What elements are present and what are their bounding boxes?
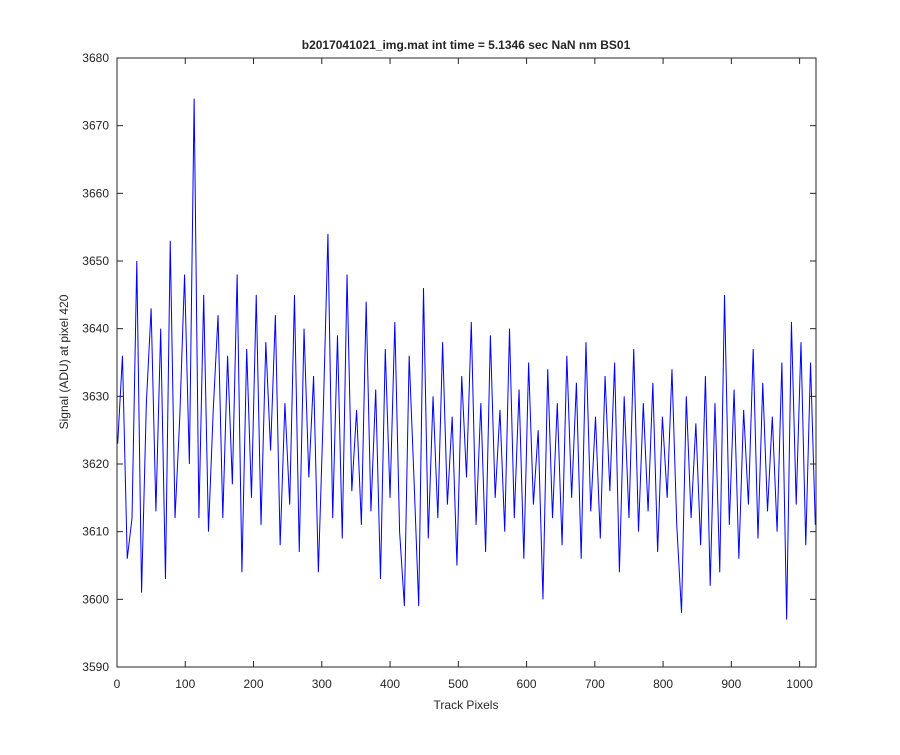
x-tick-label: 100 bbox=[175, 677, 195, 691]
y-tick-label: 3600 bbox=[82, 592, 109, 606]
x-tick-label: 500 bbox=[448, 677, 468, 691]
y-tick-label: 3620 bbox=[82, 457, 109, 471]
chart-title: b2017041021_img.mat int time = 5.1346 se… bbox=[302, 38, 631, 52]
y-tick-label: 3640 bbox=[82, 322, 109, 336]
x-tick-label: 200 bbox=[244, 677, 264, 691]
x-axis-label: Track Pixels bbox=[434, 698, 499, 712]
y-tick-label: 3630 bbox=[82, 389, 109, 403]
x-tick-label: 1000 bbox=[786, 677, 813, 691]
x-tick-label: 700 bbox=[585, 677, 605, 691]
y-tick-label: 3670 bbox=[82, 119, 109, 133]
y-tick-label: 3610 bbox=[82, 525, 109, 539]
y-axis-label: Signal (ADU) at pixel 420 bbox=[57, 294, 71, 429]
y-tick-label: 3650 bbox=[82, 254, 109, 268]
x-tick-label: 300 bbox=[312, 677, 332, 691]
plot-frame bbox=[116, 57, 817, 668]
x-tick-label: 900 bbox=[721, 677, 741, 691]
y-tick-label: 3660 bbox=[82, 186, 109, 200]
x-tick-label: 800 bbox=[653, 677, 673, 691]
data-line bbox=[117, 98, 816, 620]
x-tick-label: 600 bbox=[517, 677, 537, 691]
y-tick-label: 3680 bbox=[82, 51, 109, 65]
y-tick-label: 3590 bbox=[82, 660, 109, 674]
x-tick-label: 400 bbox=[380, 677, 400, 691]
x-tick-label: 0 bbox=[114, 677, 121, 691]
